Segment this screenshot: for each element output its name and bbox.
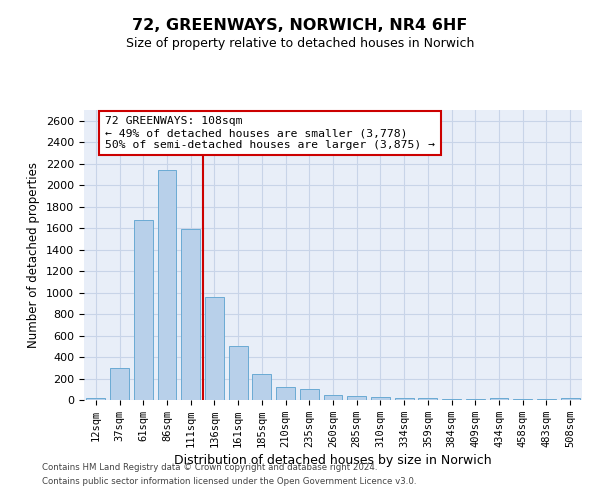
Bar <box>347 396 366 400</box>
Bar <box>181 229 200 400</box>
Y-axis label: Number of detached properties: Number of detached properties <box>28 162 40 348</box>
Bar <box>134 220 153 400</box>
Bar <box>253 374 271 400</box>
Bar <box>371 398 390 400</box>
Text: Contains HM Land Registry data © Crown copyright and database right 2024.: Contains HM Land Registry data © Crown c… <box>42 464 377 472</box>
Text: Size of property relative to detached houses in Norwich: Size of property relative to detached ho… <box>126 38 474 51</box>
Bar <box>560 398 580 400</box>
Bar <box>323 394 343 400</box>
X-axis label: Distribution of detached houses by size in Norwich: Distribution of detached houses by size … <box>174 454 492 467</box>
Bar <box>86 398 106 400</box>
Text: Contains public sector information licensed under the Open Government Licence v3: Contains public sector information licen… <box>42 477 416 486</box>
Bar <box>490 398 508 400</box>
Bar <box>395 398 413 400</box>
Bar <box>205 297 224 400</box>
Bar <box>300 390 319 400</box>
Bar <box>110 368 129 400</box>
Bar <box>276 387 295 400</box>
Bar <box>418 398 437 400</box>
Text: 72, GREENWAYS, NORWICH, NR4 6HF: 72, GREENWAYS, NORWICH, NR4 6HF <box>133 18 467 32</box>
Bar <box>229 346 248 400</box>
Bar <box>158 170 176 400</box>
Text: 72 GREENWAYS: 108sqm
← 49% of detached houses are smaller (3,778)
50% of semi-de: 72 GREENWAYS: 108sqm ← 49% of detached h… <box>105 116 435 150</box>
